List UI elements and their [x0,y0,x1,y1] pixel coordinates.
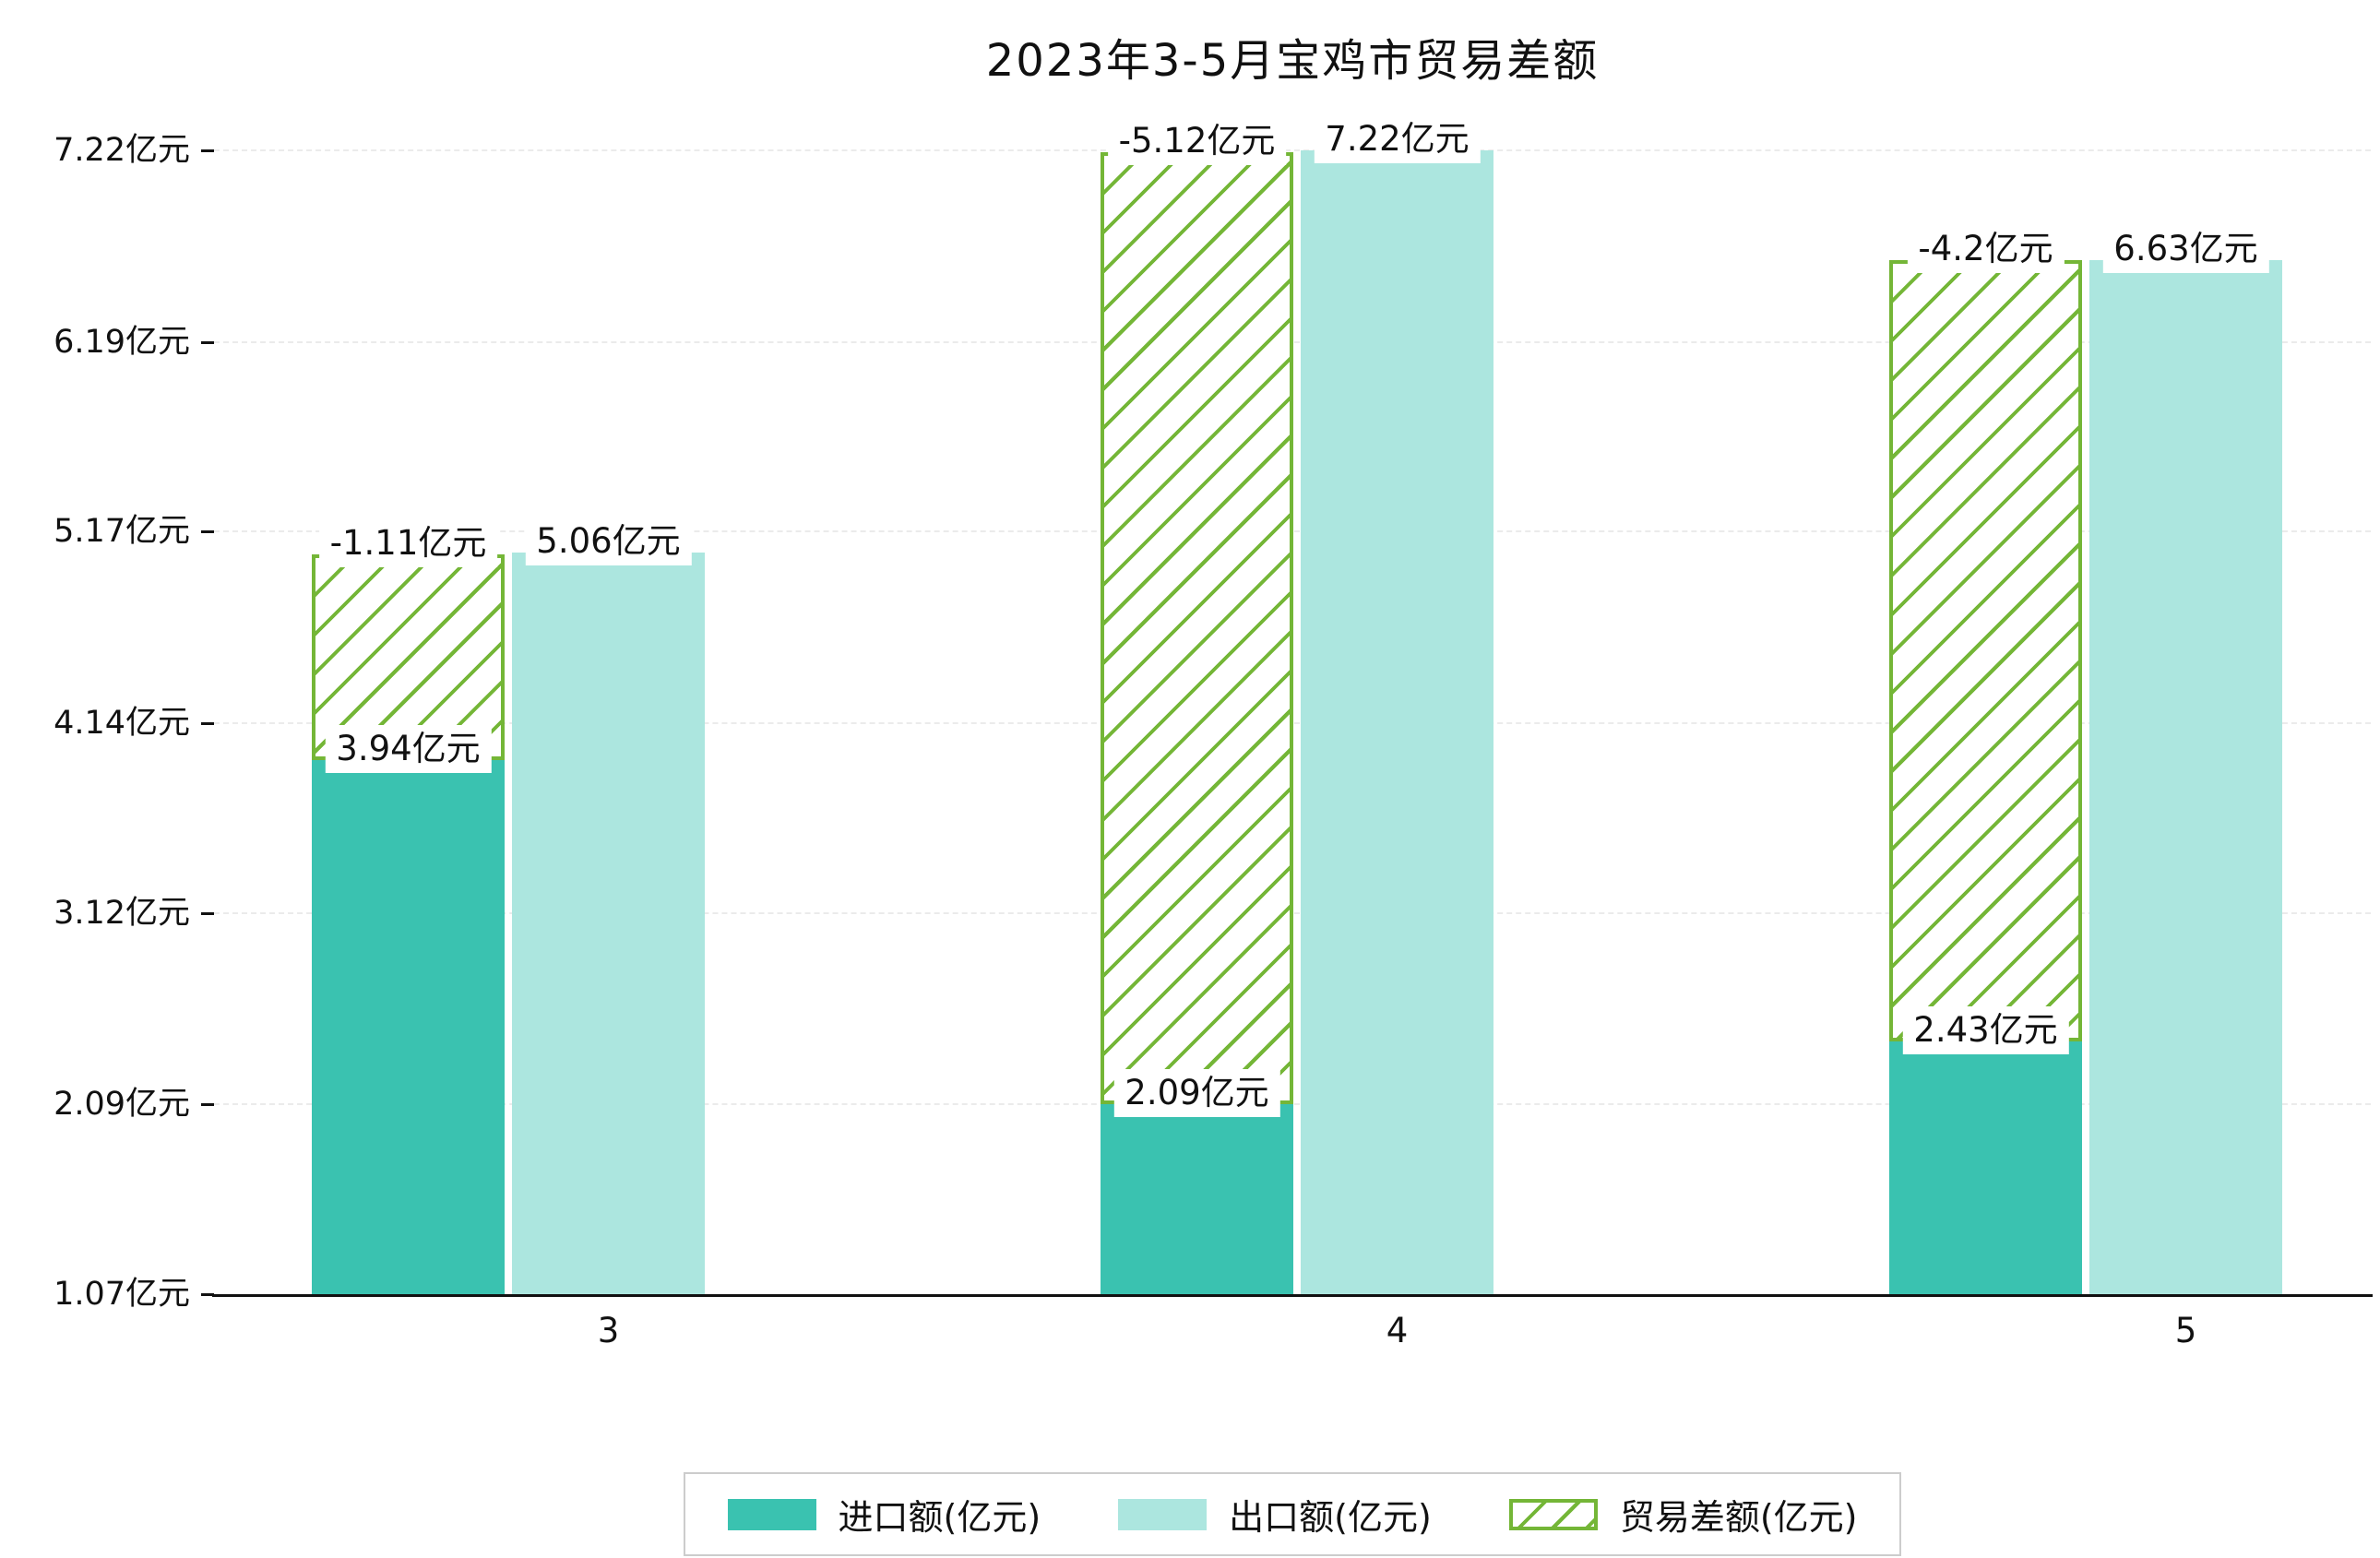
import-bar [1889,1041,2082,1294]
grid-line [214,149,2371,151]
x-axis-line [212,1294,2373,1297]
export-value-label: 7.22亿元 [1314,115,1481,163]
x-tick-label: 4 [1386,1311,1409,1350]
y-tick-label: 5.17亿元 [54,513,190,551]
y-tick-mark [201,149,214,152]
y-tick-label: 3.12亿元 [54,894,190,932]
import-value-label: 2.43亿元 [1902,1005,2069,1054]
y-tick-label: 4.14亿元 [54,705,190,742]
y-tick-label: 2.09亿元 [54,1086,190,1124]
export-bar [2089,259,2282,1294]
chart-title: 2023年3-5月宝鸡市贸易差额 [985,35,1600,87]
y-tick-mark [201,1103,214,1107]
import-bar [1101,1104,1293,1294]
legend-label-balance: 贸易差额(亿元) [1619,1497,1858,1538]
legend-box: 进口额(亿元) 出口额(亿元) 贸易差额(亿元) [683,1472,1902,1556]
import-value-label: 2.09亿元 [1113,1069,1280,1118]
balance-bar [1101,152,1293,1105]
y-tick-mark [201,340,214,344]
legend: 进口额(亿元) 出口额(亿元) 贸易差额(亿元) [214,1472,2371,1556]
y-tick-mark [201,911,214,915]
x-tick-label: 5 [2174,1311,2197,1350]
y-tick-label: 6.19亿元 [54,323,190,361]
export-bar [512,552,705,1294]
y-tick-label: 7.22亿元 [54,132,190,169]
import-value-label: 3.94亿元 [325,725,492,774]
balance-value-label: -1.11亿元 [318,518,498,567]
balance-value-label: -5.12亿元 [1107,117,1287,166]
import-bar [312,760,505,1294]
legend-label-export: 出口额(亿元) [1229,1497,1432,1538]
export-bar [1301,150,1493,1294]
y-tick-label: 1.07亿元 [54,1276,190,1313]
legend-label-import: 进口额(亿元) [838,1497,1041,1538]
balance-bar [1889,259,2082,1041]
x-tick-label: 3 [597,1311,620,1350]
legend-item-export: 出口额(亿元) [1118,1489,1432,1540]
y-tick-mark [201,530,214,534]
import-swatch-icon [727,1498,816,1530]
balance-hatch-swatch-icon [1508,1498,1598,1530]
export-value-label: 5.06亿元 [525,517,692,565]
export-swatch-icon [1118,1498,1208,1530]
legend-item-import: 进口额(亿元) [727,1489,1041,1540]
y-tick-mark [201,722,214,725]
export-value-label: 6.63亿元 [2102,224,2269,273]
balance-value-label: -4.2亿元 [1907,224,2065,273]
legend-item-balance: 贸易差额(亿元) [1508,1489,1858,1540]
y-tick-mark [201,1293,214,1296]
